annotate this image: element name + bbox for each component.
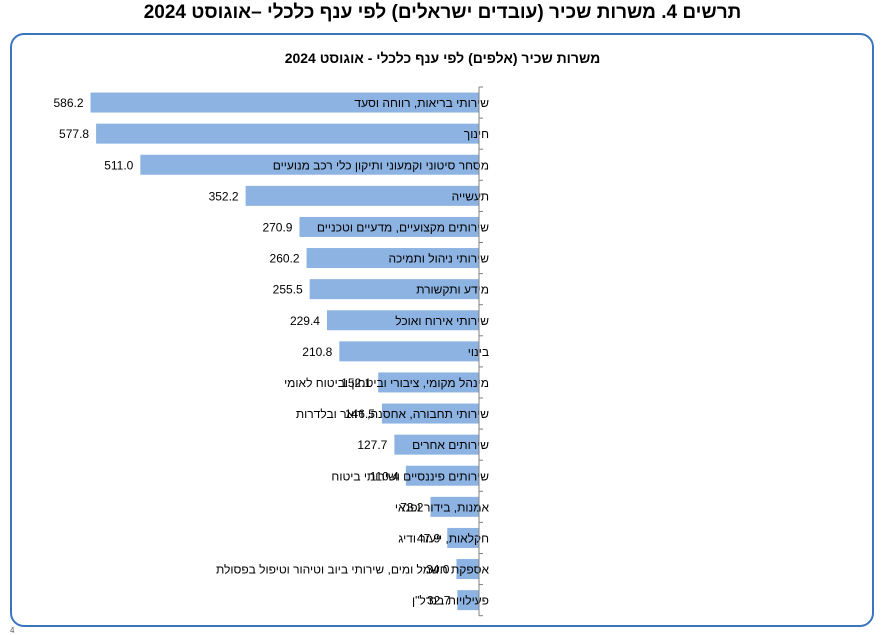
bar-value-label: 34.0 [426, 563, 450, 577]
bar-value-label: 73.2 [400, 500, 424, 514]
category-label: אספקת חשמל ומים, שירותי ביוב וטיהור וטיפ… [216, 563, 490, 577]
bar [457, 590, 479, 611]
bar-value-label: 577.8 [59, 127, 89, 141]
bar [405, 465, 479, 486]
bar [378, 372, 479, 393]
bar-value-label: 352.2 [209, 189, 239, 203]
footnote: 4 [10, 626, 15, 635]
category-label: מסחר סיטוני וקמעוני ותיקון כלי רכב מנועי… [273, 158, 489, 172]
bar-value-label: 270.9 [262, 220, 292, 234]
category-label: חינוך [464, 127, 489, 141]
bar-value-label: 32.7 [427, 594, 451, 608]
bar-value-label: 146.5 [345, 407, 375, 421]
category-label: שירותי ניהול ותמיכה [388, 252, 489, 266]
category-label: פעילויות בנדל"ן [412, 594, 489, 608]
category-label: שירותי בריאות, רווחה וסעד [354, 96, 489, 110]
category-label: שירותים פיננסיים ושירותי ביטוח [331, 469, 489, 483]
bar-value-label: 47.9 [417, 531, 441, 545]
category-label: שירותים אחרים [412, 438, 489, 452]
bar [306, 248, 479, 269]
bar [394, 434, 479, 455]
category-label: חקלאות, ייעור ודיג [398, 531, 489, 545]
bar-value-label: 511.0 [104, 158, 133, 172]
bar-value-label: 110.4 [370, 469, 399, 483]
category-label: שירותים מקצועיים, מדעיים וטכניים [317, 220, 489, 234]
bar [339, 341, 479, 362]
bar [381, 403, 479, 424]
category-label: שירותי אירוח ואוכל [395, 314, 489, 328]
bar-value-label: 127.7 [357, 438, 387, 452]
category-label: בינוי [468, 345, 489, 359]
chart-title: משרות שכיר (אלפים) לפי ענף כלכלי - אוגוס… [284, 50, 601, 66]
bar [140, 154, 480, 175]
bar [309, 279, 479, 300]
bar [430, 496, 479, 517]
category-label: מידע ותקשורת [416, 283, 489, 297]
bar-value-label: 586.2 [53, 96, 83, 110]
category-label: שירותי תחבורה, אחסנה, דואר ובלדרות [296, 407, 489, 421]
bar [90, 92, 479, 113]
bar [96, 123, 479, 144]
bar [299, 216, 479, 237]
category-label: אמנות, בידור ופנאי [395, 500, 490, 514]
bar-value-label: 229.4 [290, 314, 320, 328]
bar [245, 185, 479, 206]
category-label: תעשייה [452, 189, 489, 203]
bar-value-label: 152.1 [341, 376, 371, 390]
bar [447, 527, 479, 548]
bar-value-label: 260.2 [270, 252, 300, 266]
bar-value-label: 255.5 [273, 283, 303, 297]
bar-value-label: 210.8 [302, 345, 332, 359]
figure-title: תרשים 4. משרות שכיר (עובדים ישראלים) לפי… [143, 2, 742, 23]
category-label: מינהל מקומי, ציבורי וביטחון וביטוח לאומי [284, 376, 489, 390]
bar [326, 310, 479, 331]
bar [456, 559, 479, 580]
